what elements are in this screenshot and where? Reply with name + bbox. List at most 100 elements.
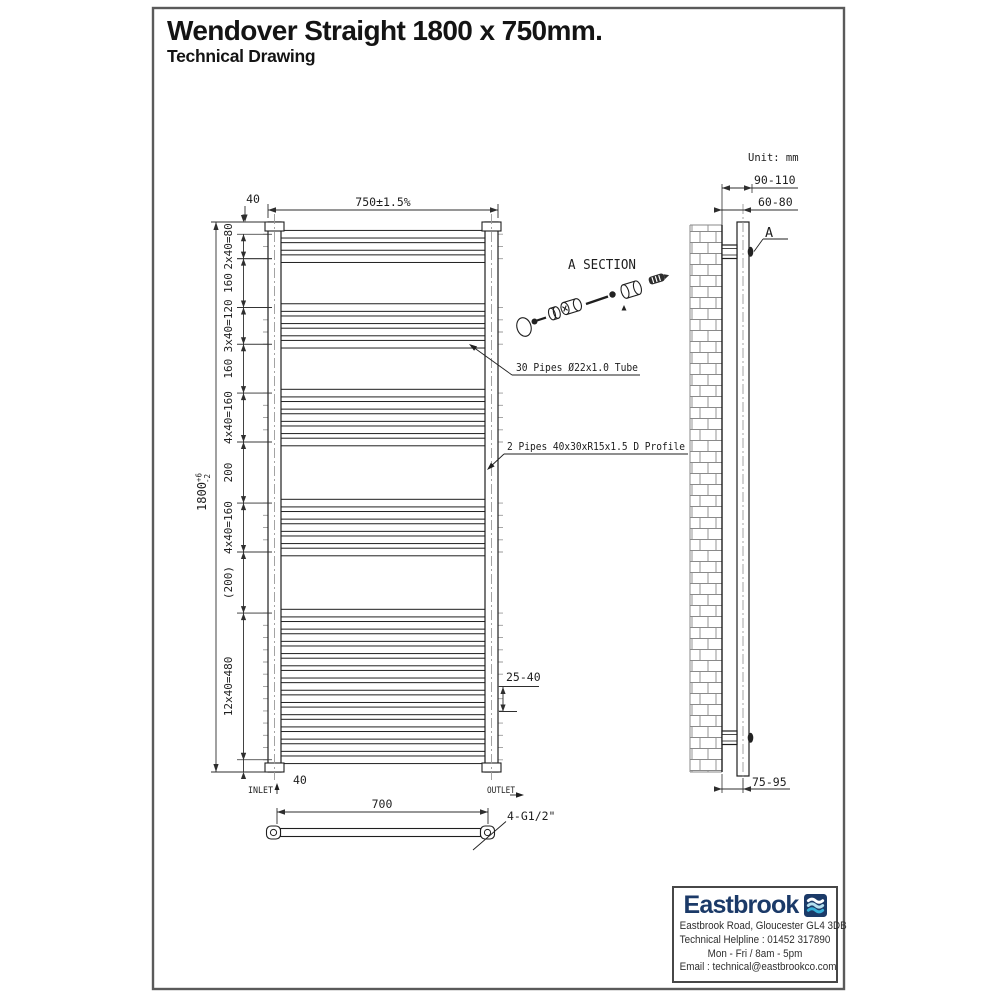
dim-arrow <box>240 606 247 614</box>
left-tapping-hole <box>269 828 278 837</box>
dim-arrow <box>240 258 247 266</box>
dim-arrow <box>240 435 247 442</box>
outlet-label: OUTLET <box>487 786 515 796</box>
chain-group-label: 4x40=160 <box>222 501 235 554</box>
unit-note: Unit: mm <box>748 152 799 164</box>
pipe <box>280 669 486 679</box>
pipe <box>280 339 486 349</box>
logo-row: Eastbrook <box>674 891 836 919</box>
dim-arrow <box>240 545 247 552</box>
proj-mid-dim-text: 60-80 <box>758 195 793 209</box>
pipe <box>280 682 486 691</box>
width-dim-text: 750±1.5% <box>355 195 410 209</box>
side-view: Unit: mm 90-110 60-80 A <box>689 152 799 793</box>
pipe <box>280 633 486 642</box>
pipe <box>280 755 486 765</box>
top-bracket <box>721 244 738 260</box>
pipe <box>280 657 486 667</box>
nut-part <box>609 291 616 298</box>
pipe <box>280 254 486 263</box>
dim-arrow <box>240 496 247 504</box>
chain-group-label: 160 <box>222 359 235 379</box>
proj-bottom-dim-text: 75-95 <box>752 775 787 789</box>
manufacturer-email: Email : technical@eastbrookco.com <box>679 961 837 974</box>
tapping-leader <box>472 821 507 851</box>
plan-body <box>279 827 482 838</box>
dim-arrow <box>240 552 247 559</box>
dim-arrow <box>240 307 247 315</box>
bottom-bracket-nut <box>747 732 754 743</box>
bottom-bracket <box>721 730 738 746</box>
pipe <box>280 718 486 728</box>
pipe <box>280 535 486 545</box>
page-title: Wendover Straight 1800 x 750mm. <box>167 15 603 46</box>
screw-head-part <box>531 318 538 325</box>
pipe <box>280 315 486 325</box>
bracket-body-part <box>560 298 583 316</box>
tapping-label: 4-G1/2" <box>507 809 555 823</box>
cap-part <box>516 317 532 337</box>
bottom-view: 700 4-G1/2" <box>265 797 555 851</box>
collector-note-text: 2 Pipes 40x30xR15x1.5 D Profile <box>507 440 685 453</box>
dim-arrow <box>240 251 247 259</box>
bottom-offset-dim-text: 40 <box>293 773 307 787</box>
pipe <box>280 303 486 312</box>
dim-arrow <box>240 300 247 308</box>
height-dim-value: 1800 <box>195 482 209 511</box>
detail-a-label: A <box>765 225 773 241</box>
manufacturer-details: Eastbrook Road, Gloucester GL4 3DB Techn… <box>679 920 847 975</box>
brick-wall <box>690 225 722 772</box>
drawing-frame <box>151 6 846 991</box>
chain-group-label: 160 <box>222 273 235 293</box>
pipe <box>280 511 486 520</box>
proj-max-dim-text: 90-110 <box>754 173 796 187</box>
chain-group-label: 12x40=480 <box>222 657 235 717</box>
dim-arrow <box>240 442 247 449</box>
manufacturer-hours: Mon - Fri / 8am - 5pm <box>707 947 803 960</box>
title-block: Wendover Straight 1800 x 750mm. Technica… <box>167 15 603 67</box>
pipe <box>280 437 486 447</box>
collar-part <box>547 306 561 321</box>
height-dim-minus: -2 <box>203 474 212 483</box>
pipe-group-dim-chain: 2x40=80 160 3x40=120 160 4x40=160 200 4x40=160… <box>222 223 272 772</box>
pipe <box>280 608 486 618</box>
front-view: 750±1.5% 40 1800+6-2 2x40=80 160 3x40=120 1… <box>195 192 688 798</box>
pipe <box>280 706 486 716</box>
chain-group-label: 2x40=80 <box>222 223 235 269</box>
pipe <box>280 388 486 398</box>
inlet-label: INLET <box>248 786 273 796</box>
tiny-arrow <box>621 305 627 311</box>
dim-arrow <box>240 344 247 352</box>
centres-dim-text: 700 <box>372 797 393 811</box>
pipe <box>280 229 486 239</box>
chain-group-label: 3x40=120 <box>222 299 235 352</box>
dim-arrow <box>240 337 247 345</box>
pipe-note-text: 30 Pipes Ø22x1.0 Tube <box>516 361 638 374</box>
dim-arrow <box>240 234 247 242</box>
wall-plug-part <box>648 273 670 285</box>
section-view: A SECTION <box>516 258 670 337</box>
pipe <box>280 425 486 435</box>
page-subtitle: Technical Drawing <box>167 46 316 66</box>
pipe-array <box>263 229 503 765</box>
eastbrook-waves-icon <box>803 893 827 917</box>
pipe <box>280 645 486 655</box>
dim-arrow <box>240 503 247 511</box>
top-offset-dim-text: 40 <box>246 192 260 206</box>
dim-arrow <box>240 393 247 401</box>
pipe <box>280 242 486 251</box>
spacer-tube-part <box>620 280 642 299</box>
pipe <box>280 523 486 532</box>
hang-gap-dim-text: 25-40 <box>506 670 541 684</box>
pipe <box>280 743 486 752</box>
pipe <box>280 694 486 703</box>
chain-group-label: 4x40=160 <box>222 391 235 444</box>
right-tapping-hole <box>483 828 492 837</box>
top-bracket-nut <box>747 246 754 257</box>
height-dim-plus: +6 <box>195 473 204 483</box>
height-dim-text: 1800+6-2 <box>195 473 213 511</box>
pipe <box>280 498 486 508</box>
long-screw-part <box>585 295 609 306</box>
manufacturer-address: Eastbrook Road, Gloucester GL4 3DB <box>679 920 847 932</box>
